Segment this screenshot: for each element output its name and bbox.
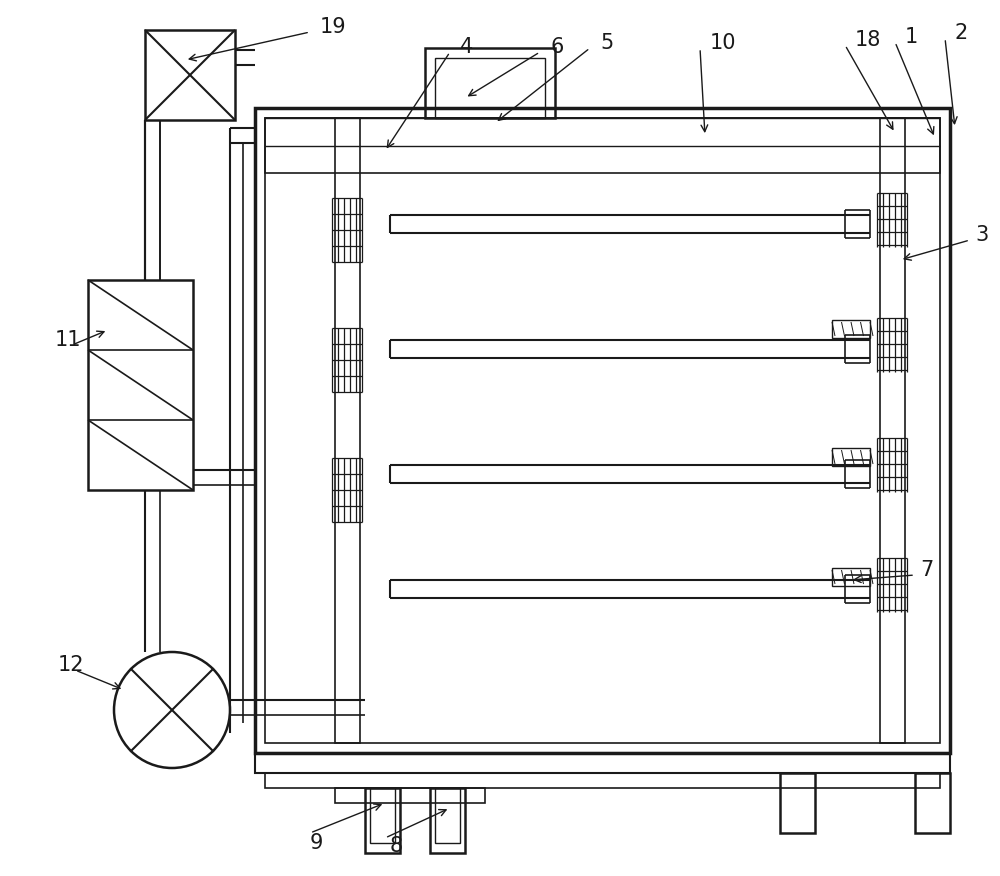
Text: 4: 4 — [460, 37, 473, 57]
Bar — [265, 118, 940, 173]
Text: 1: 1 — [905, 27, 918, 47]
Bar — [335, 788, 485, 803]
Text: 8: 8 — [390, 836, 403, 856]
Text: 3: 3 — [975, 225, 988, 245]
Bar — [435, 788, 460, 843]
Bar — [265, 118, 940, 743]
Text: 6: 6 — [550, 37, 563, 57]
Bar — [832, 568, 870, 586]
Text: 11: 11 — [55, 330, 82, 350]
Bar — [335, 118, 360, 743]
Bar — [88, 280, 193, 490]
Bar — [780, 773, 815, 833]
Text: 18: 18 — [855, 30, 881, 50]
Bar — [832, 448, 870, 466]
Bar — [370, 788, 395, 843]
Bar — [365, 788, 400, 853]
Bar — [255, 108, 950, 753]
Bar — [265, 773, 940, 788]
Bar — [145, 30, 235, 120]
Bar — [832, 320, 870, 338]
Text: 10: 10 — [710, 33, 736, 53]
Text: 12: 12 — [58, 655, 84, 675]
Bar — [880, 118, 905, 743]
Text: 7: 7 — [920, 560, 933, 580]
Bar — [435, 58, 545, 118]
Bar — [255, 753, 950, 773]
Bar — [430, 788, 465, 853]
Bar — [425, 48, 555, 118]
Bar — [915, 773, 950, 833]
Text: 2: 2 — [955, 23, 968, 43]
Text: 9: 9 — [310, 833, 323, 853]
Text: 5: 5 — [600, 33, 613, 53]
Text: 19: 19 — [320, 17, 347, 37]
